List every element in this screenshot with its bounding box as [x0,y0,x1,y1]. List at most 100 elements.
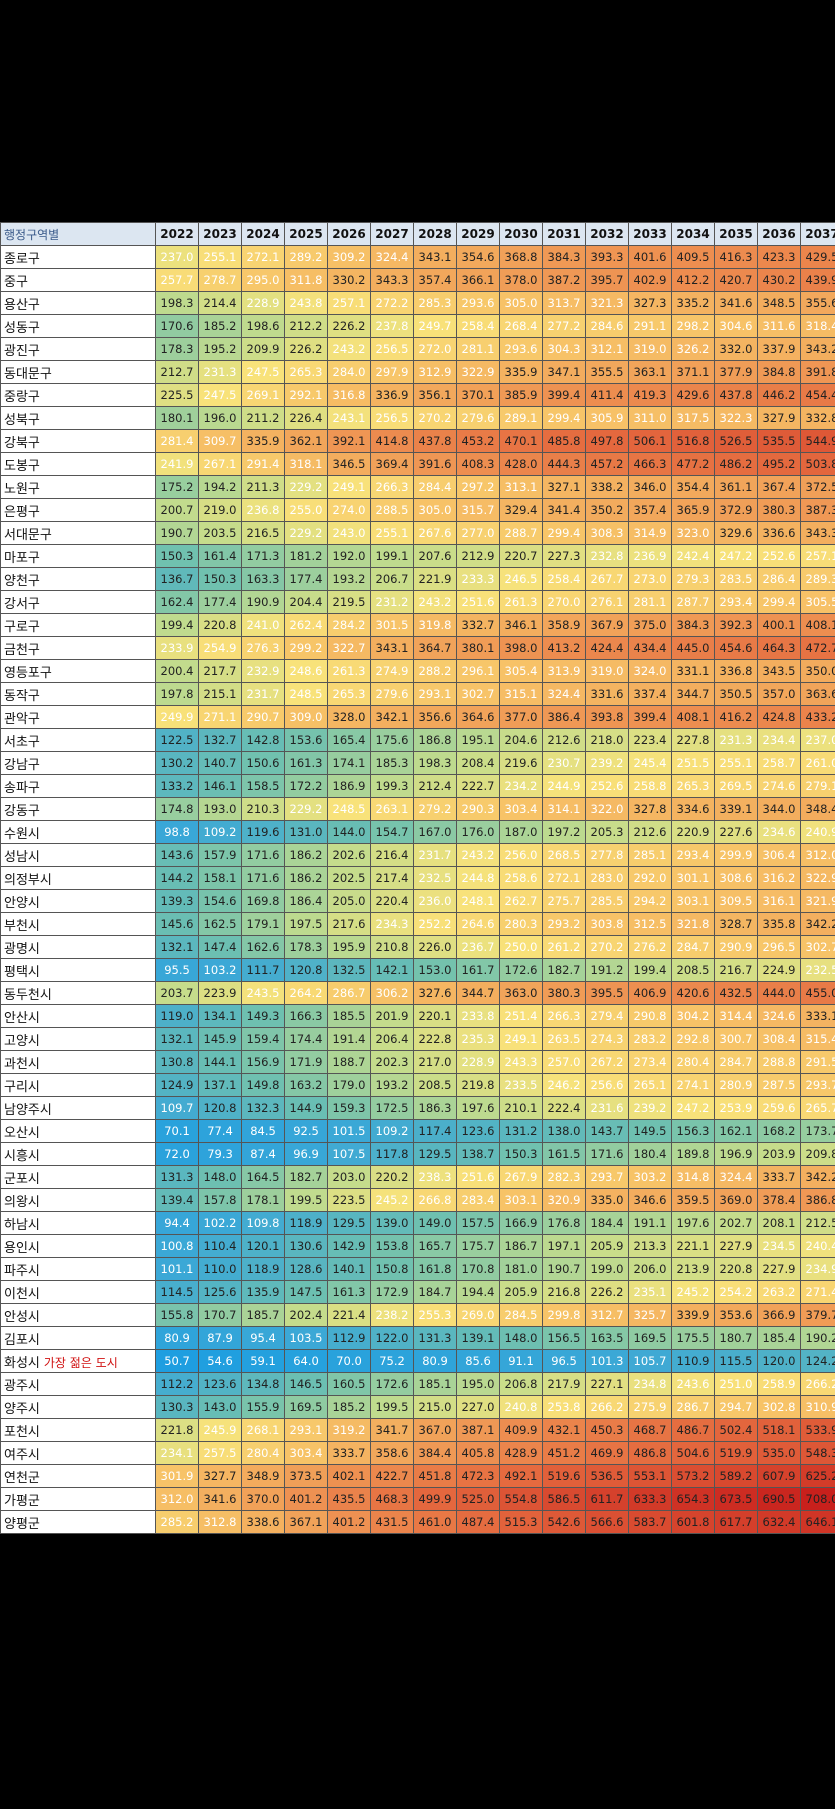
value-cell: 350.5 [714,682,758,706]
value-cell: 334.6 [671,797,715,821]
value-cell: 266.8 [413,1188,457,1212]
value-cell: 293.6 [456,291,500,315]
value-cell: 454.6 [714,636,758,660]
value-cell: 315.4 [800,1027,835,1051]
value-cell: 212.5 [800,1211,835,1235]
value-cell: 369.0 [714,1188,758,1212]
value-cell: 335.2 [671,291,715,315]
value-cell: 112.9 [327,1326,371,1350]
value-cell: 171.3 [241,544,285,568]
region-name: 이천시 [0,1280,156,1304]
value-cell: 161.7 [456,958,500,982]
region-label: 광진구 [4,343,40,359]
value-cell: 159.4 [241,1027,285,1051]
value-cell: 430.2 [757,268,801,292]
value-cell: 200.7 [155,498,199,522]
value-cell: 236.8 [241,498,285,522]
value-cell: 342.1 [370,705,414,729]
value-cell: 286.4 [757,567,801,591]
value-cell: 155.9 [241,1395,285,1419]
value-cell: 327.3 [628,291,672,315]
value-cell: 110.4 [198,1234,242,1258]
value-cell: 235.1 [628,1280,672,1304]
annotation: 가장 젊은 도시 [43,1355,118,1370]
table-row: 광주시 112.2 123.6 134.8 146.5 160.5 172.6 185.1 19… [0,1372,835,1396]
value-cell: 297.9 [370,360,414,384]
value-cell: 217.7 [198,659,242,683]
value-cell: 169.8 [241,889,285,913]
value-cell: 286.7 [327,981,371,1005]
value-cell: 276.1 [585,590,629,614]
value-cell: 472.7 [800,636,835,660]
value-cell: 322.9 [456,360,500,384]
value-cell: 320.9 [542,1188,586,1212]
value-cell: 312.9 [413,360,457,384]
value-cell: 212.9 [456,544,500,568]
value-cell: 312.0 [155,1487,199,1511]
value-cell: 296.1 [456,659,500,683]
value-cell: 375.0 [628,613,672,637]
value-cell: 355.5 [585,360,629,384]
region-name: 강서구 [0,590,156,614]
value-cell: 265.3 [284,360,328,384]
value-cell: 617.7 [714,1510,758,1534]
value-cell: 220.8 [714,1257,758,1281]
value-cell: 249.9 [155,705,199,729]
value-cell: 485.8 [542,429,586,453]
value-cell: 276.3 [241,636,285,660]
value-cell: 318.4 [800,314,835,338]
region-label: 안양시 [4,895,40,911]
value-cell: 293.4 [671,843,715,867]
value-cell: 304.2 [671,1004,715,1028]
value-cell: 258.8 [628,774,672,798]
value-cell: 271.4 [800,1280,835,1304]
value-cell: 197.6 [456,1096,500,1120]
value-cell: 225.5 [155,383,199,407]
value-cell: 131.3 [155,1165,199,1189]
value-cell: 178.3 [155,337,199,361]
value-cell: 190.2 [800,1326,835,1350]
value-cell: 231.7 [241,682,285,706]
value-cell: 275.7 [542,889,586,913]
region-name: 도봉구 [0,452,156,476]
value-cell: 303.1 [671,889,715,913]
table-row: 안산시 119.0 134.1 149.3 166.3 185.5 201.9 220.1 23… [0,1004,835,1028]
region-label: 구로구 [4,619,40,635]
value-cell: 132.5 [327,958,371,982]
table-row: 관악구 249.9 271.1 290.7 309.0 328.0 342.1 356.6 36… [0,705,835,729]
value-cell: 291.5 [800,1050,835,1074]
value-cell: 313.9 [542,659,586,683]
value-cell: 343.5 [757,659,801,683]
region-label: 김포시 [4,1332,40,1348]
value-cell: 299.8 [542,1303,586,1327]
value-cell: 402.1 [327,1464,371,1488]
value-cell: 161.3 [327,1280,371,1304]
value-cell: 358.9 [542,613,586,637]
value-cell: 516.8 [671,429,715,453]
value-cell: 408.1 [671,705,715,729]
value-cell: 708.0 [800,1487,835,1511]
value-cell: 439.9 [800,268,835,292]
value-cell: 270.2 [413,406,457,430]
value-cell: 250.0 [499,935,543,959]
value-cell: 335.9 [241,429,285,453]
header-label: 행정구역별 [0,222,156,246]
value-cell: 289.3 [800,567,835,591]
value-cell: 190.7 [155,521,199,545]
value-cell: 344.7 [456,981,500,1005]
value-cell: 553.1 [628,1464,672,1488]
region-name: 강북구 [0,429,156,453]
value-cell: 122.5 [155,728,199,752]
value-cell: 206.0 [628,1257,672,1281]
value-cell: 120.1 [241,1234,285,1258]
value-cell: 219.5 [327,590,371,614]
region-label: 노원구 [4,481,40,497]
value-cell: 283.5 [714,567,758,591]
value-cell: 202.5 [327,866,371,890]
value-cell: 220.1 [413,1004,457,1028]
value-cell: 169.5 [628,1326,672,1350]
value-cell: 162.4 [155,590,199,614]
value-cell: 386.8 [800,1188,835,1212]
value-cell: 185.7 [241,1303,285,1327]
value-cell: 401.6 [628,245,672,269]
